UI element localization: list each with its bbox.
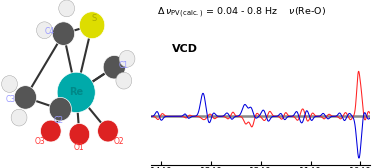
Text: O2: O2 (114, 137, 124, 146)
Circle shape (98, 120, 118, 142)
Circle shape (37, 22, 53, 39)
Text: C2: C2 (54, 116, 64, 125)
Circle shape (69, 123, 90, 145)
Circle shape (119, 50, 135, 67)
Circle shape (40, 120, 61, 142)
Circle shape (79, 12, 105, 39)
Text: O3: O3 (34, 137, 45, 146)
Circle shape (53, 22, 74, 45)
Text: C4: C4 (44, 27, 54, 36)
Circle shape (59, 0, 74, 17)
Text: VCD: VCD (172, 44, 198, 54)
Text: S: S (91, 14, 96, 23)
Circle shape (49, 97, 71, 121)
Text: C3: C3 (6, 95, 16, 104)
Circle shape (57, 72, 95, 113)
Text: Re: Re (69, 87, 83, 97)
Text: C1: C1 (119, 61, 129, 70)
Circle shape (11, 109, 27, 126)
Circle shape (103, 55, 125, 79)
Circle shape (116, 72, 132, 89)
Text: O1: O1 (74, 143, 85, 152)
Text: $\Delta\,\nu_{\mathregular{PV\,(calc.)}}$ = 0.04 - 0.8 Hz    $\nu$(Re-O): $\Delta\,\nu_{\mathregular{PV\,(calc.)}}… (157, 5, 326, 20)
Circle shape (2, 76, 17, 92)
Circle shape (14, 86, 37, 109)
